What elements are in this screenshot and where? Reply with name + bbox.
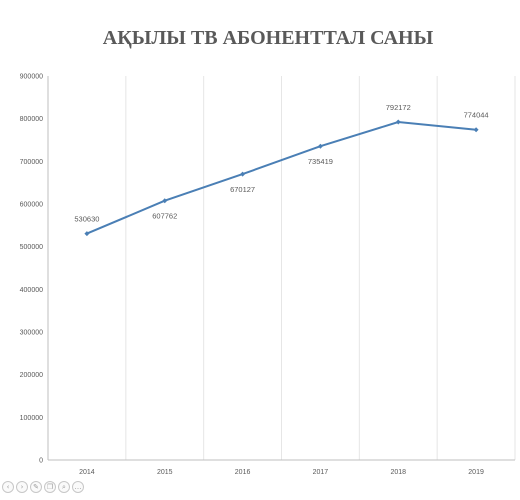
label-layer: 530630 607762 670127 735419 792172 774044 [74,103,488,224]
series-layer [84,119,479,237]
data-label: 774044 [464,111,489,120]
data-label: 607762 [152,212,177,221]
grid-layer [125,76,516,460]
y-tick-label: 900000 [20,74,43,81]
pen-icon[interactable]: ✎ [30,481,42,493]
x-tick-label: 2014 [79,469,95,476]
y-tick-label: 800000 [20,116,43,123]
chart-title: АҚЫЛЫ ТВ АБОНЕНТТАЛ САНЫ [103,27,434,49]
data-label: 670127 [230,185,255,194]
y-tick-label: 200000 [20,372,43,379]
data-point [395,119,401,125]
search-icon[interactable]: ⌕ [58,481,70,493]
y-tick-label: 100000 [20,415,43,422]
data-point [84,231,90,237]
prev-icon[interactable]: ‹ [2,481,14,493]
y-tick-label: 600000 [20,202,43,209]
x-tick-label: 2017 [313,469,329,476]
data-point [240,171,246,177]
data-label: 792172 [386,103,411,112]
y-tick-label: 300000 [20,330,43,337]
data-point [162,198,168,204]
y-tick-label: 0 [39,458,43,465]
y-tick-label: 400000 [20,287,43,294]
data-label: 735419 [308,157,333,166]
more-icon[interactable]: … [72,481,84,493]
data-point [473,127,479,133]
series-line [86,120,477,235]
x-tick-label: 2019 [468,469,484,476]
data-point [317,143,323,149]
data-label: 530630 [74,215,99,224]
next-icon[interactable]: › [16,481,28,493]
y-tick-label: 700000 [20,159,43,166]
copy-icon[interactable]: ❐ [44,481,56,493]
viewer-toolbar: ‹ › ✎ ❐ ⌕ … [2,479,84,495]
y-tick-label: 500000 [20,244,43,251]
x-tick-label: 2016 [235,469,251,476]
x-tick-label: 2018 [390,469,406,476]
axis-layer: 0 100000 200000 300000 400000 500000 600000 700… [20,74,515,476]
x-tick-label: 2015 [157,469,173,476]
